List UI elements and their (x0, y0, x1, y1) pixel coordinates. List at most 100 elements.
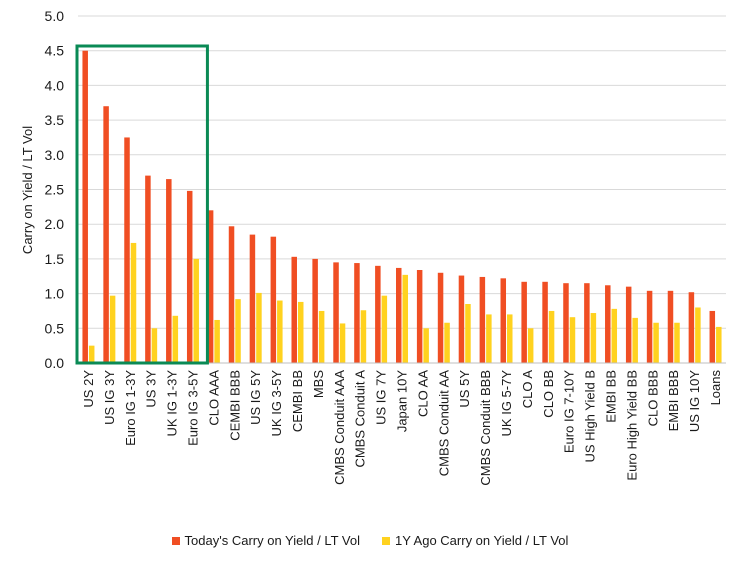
x-tick-label: CLO BB (541, 370, 556, 418)
bar-today (333, 262, 339, 363)
bar-today (291, 256, 297, 363)
bar-1y-ago (486, 314, 492, 363)
bar-today (354, 263, 360, 363)
bar-today (437, 272, 444, 363)
bar-today (521, 281, 527, 363)
bar-1y-ago (193, 258, 199, 363)
y-tick-label: 0.5 (45, 320, 65, 336)
bar-today (270, 236, 277, 363)
x-tick-label: UK IG 3-5Y (269, 370, 284, 437)
legend-label-1y-ago: 1Y Ago Carry on Yield / LT Vol (394, 533, 569, 548)
x-tick-label: US IG 7Y (374, 370, 389, 425)
bar-1y-ago (444, 322, 450, 363)
x-tick-label: US 5Y (457, 370, 472, 408)
x-tick-label: CMBS Conduit BBB (478, 370, 493, 486)
x-tick-label: Euro IG 1-3Y (123, 370, 138, 446)
x-tick-label: US IG 5Y (248, 370, 263, 425)
x-tick-label: US High Yield B (583, 370, 598, 463)
y-tick-label: 2.5 (45, 182, 65, 198)
bar-1y-ago (653, 322, 659, 363)
bar-today (625, 286, 632, 363)
bar-today (103, 106, 109, 363)
bar-today (166, 179, 172, 363)
bar-1y-ago (590, 313, 597, 363)
legend-label-today: Today's Carry on Yield / LT Vol (184, 533, 360, 548)
bar-today (500, 278, 507, 363)
x-tick-label: Euro IG 3-5Y (185, 370, 200, 446)
x-tick-label: US 3Y (144, 370, 159, 408)
bar-1y-ago (402, 274, 408, 363)
bar-today (688, 292, 695, 363)
bar-1y-ago (297, 301, 304, 363)
x-tick-label: CLO AA (415, 370, 430, 417)
bar-today (186, 190, 193, 363)
bar-today (228, 226, 235, 363)
bar-1y-ago (611, 308, 618, 363)
x-tick-label: US 2Y (81, 370, 96, 408)
bar-1y-ago (277, 300, 283, 363)
x-tick-label: Japan 10Y (395, 370, 410, 432)
x-tick-label: Loans (708, 370, 723, 406)
x-tick-label: EMBI BB (604, 370, 619, 423)
x-tick-label: EMBI BBB (666, 370, 681, 431)
bar-today (82, 50, 88, 363)
bar-today (667, 290, 674, 363)
bar-1y-ago (569, 317, 576, 363)
y-tick-label: 1.0 (45, 286, 65, 302)
x-tick-label: US IG 3Y (102, 370, 117, 425)
y-tick-label: 3.0 (45, 147, 65, 163)
y-axis-label: Carry on Yield / LT Vol (20, 126, 35, 254)
highlight-box (75, 44, 209, 365)
legend-swatch-today (171, 536, 180, 545)
bars (82, 50, 722, 363)
bar-today (416, 270, 423, 363)
bar-1y-ago (256, 292, 262, 363)
legend-item-today: Today's Carry on Yield / LT Vol (171, 533, 360, 548)
bar-today (542, 281, 548, 363)
bar-1y-ago (674, 322, 680, 363)
y-tick-label: 4.0 (45, 77, 65, 93)
bar-1y-ago (235, 299, 241, 363)
y-tick-label: 4.5 (45, 43, 65, 59)
bar-1y-ago (695, 307, 701, 363)
bar-1y-ago (109, 295, 116, 363)
bar-today (605, 285, 611, 363)
x-tick-label: CMBS Conduit AA (436, 370, 451, 477)
bar-1y-ago (214, 319, 220, 363)
y-tick-label: 3.5 (45, 112, 65, 128)
bar-1y-ago (318, 310, 325, 363)
x-tick-label: UK IG 1-3Y (165, 370, 180, 437)
bar-1y-ago (716, 326, 722, 363)
gridlines (78, 15, 726, 329)
y-tick-label: 5.0 (45, 8, 65, 24)
bar-today (563, 283, 569, 363)
bar-1y-ago (381, 295, 388, 363)
bar-1y-ago (507, 314, 513, 363)
x-tick-label: CEMBI BBB (227, 370, 242, 441)
bar-today (312, 258, 318, 363)
x-axis-ticks: US 2Y US IG 3Y Euro IG 1-3Y US 3Y UK IG 1-3Y… (81, 370, 723, 486)
x-tick-label: US IG 10Y (687, 370, 702, 432)
bar-today (207, 210, 214, 363)
bar-today (396, 267, 402, 363)
x-tick-label: Euro IG 7-10Y (562, 370, 577, 453)
x-tick-label: CLO AAA (206, 370, 221, 426)
bar-today (709, 310, 716, 363)
x-tick-label: CMBS Conduit A (353, 370, 368, 468)
bar-1y-ago (465, 304, 471, 363)
x-tick-label: Euro High Yield BB (624, 370, 639, 481)
legend: Today's Carry on Yield / LT Vol 1Y Ago C… (0, 533, 740, 548)
x-tick-label: UK IG 5-7Y (499, 370, 514, 437)
bar-1y-ago (548, 310, 555, 363)
bar-today (584, 283, 590, 363)
bar-1y-ago (151, 328, 158, 363)
bar-1y-ago (527, 328, 534, 363)
bar-1y-ago (632, 317, 638, 363)
bar-today (124, 137, 130, 363)
y-tick-label: 0.0 (45, 355, 65, 371)
bar-today (458, 275, 465, 363)
bar-1y-ago (172, 315, 179, 363)
legend-swatch-1y-ago (381, 536, 390, 545)
y-tick-label: 2.0 (45, 216, 65, 232)
